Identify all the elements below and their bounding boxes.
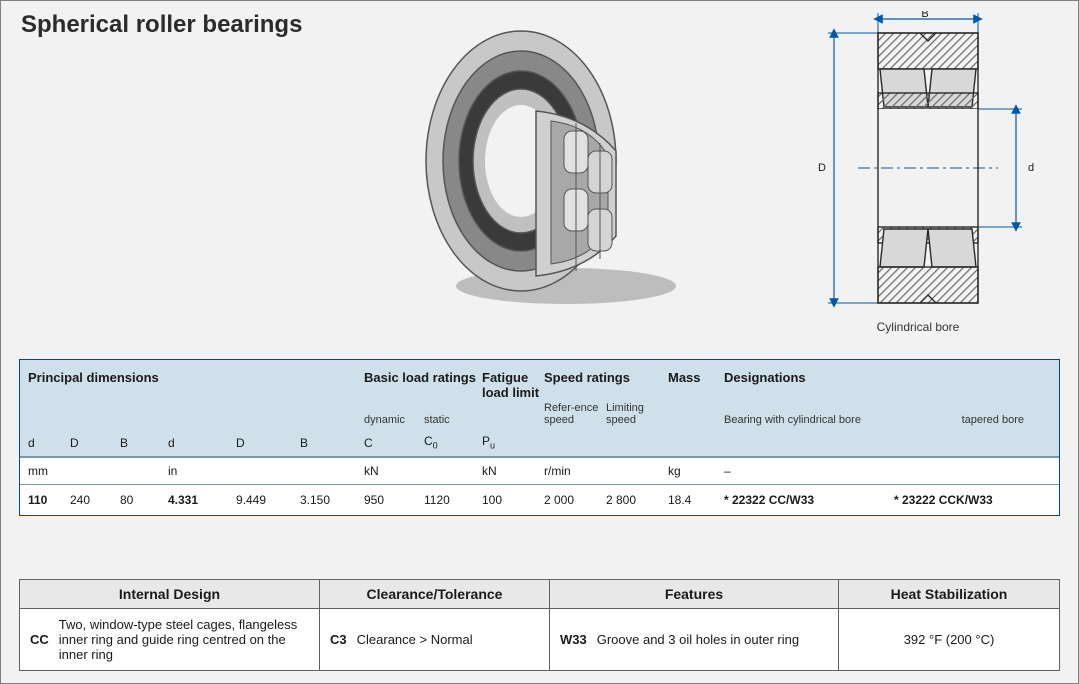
sub-desig-tap: tapered bore (894, 414, 1064, 426)
txt-heat: 392 °F (200 °C) (904, 632, 995, 647)
val-D-in: 9.449 (236, 493, 300, 507)
table-row: 110 240 80 4.331 9.449 3.150 950 1120 10… (20, 485, 1059, 515)
val-Pu: 100 (482, 493, 544, 507)
cell-heat: 392 °F (200 °C) (839, 609, 1059, 670)
sub-limspeed: Limiting speed (606, 402, 668, 426)
code-internal: CC (30, 632, 49, 647)
col-B-in: B (300, 436, 364, 450)
val-desig-cyl: * 22322 CC/W33 (724, 493, 894, 507)
unit-in: in (168, 464, 364, 478)
hdr-fatigue: Fatigue load limit (482, 370, 544, 400)
val-d-in: 4.331 (168, 493, 236, 507)
val-d-mm: 110 (28, 493, 70, 507)
col-D-mm: D (70, 436, 120, 450)
val-mass: 18.4 (668, 493, 724, 507)
unit-dash: – (724, 464, 1064, 478)
col-d-mm: d (28, 436, 70, 450)
hdr-heat: Heat Stabilization (839, 580, 1059, 609)
val-D-mm: 240 (70, 493, 120, 507)
unit-mm: mm (28, 464, 168, 478)
cell-clearance: C3 Clearance > Normal (320, 609, 550, 670)
sub-dynamic: dynamic (364, 414, 424, 426)
hdr-speed: Speed ratings (544, 370, 668, 400)
val-C0: 1120 (424, 493, 482, 507)
bearing-illustration (411, 21, 691, 311)
hdr-clearance: Clearance/Tolerance (320, 580, 550, 609)
cell-features: W33 Groove and 3 oil holes in outer ring (550, 609, 839, 670)
info-table: Internal Design Clearance/Tolerance Feat… (19, 579, 1060, 671)
sub-desig-cyl: Bearing with cylindrical bore (724, 414, 894, 426)
main-data-table: Principal dimensions Basic load ratings … (19, 359, 1060, 516)
col-Pu: Pu (482, 434, 544, 450)
hdr-designations: Designations (724, 370, 1064, 400)
txt-clearance: Clearance > Normal (357, 632, 539, 647)
units-row: mm in kN kN r/min kg – (20, 457, 1059, 485)
val-B-mm: 80 (120, 493, 168, 507)
unit-kg: kg (668, 464, 724, 478)
page-title: Spherical roller bearings (21, 11, 302, 39)
val-refspeed: 2 000 (544, 493, 606, 507)
unit-rmin: r/min (544, 464, 668, 478)
col-B-mm: B (120, 436, 168, 450)
hdr-internal: Internal Design (20, 580, 320, 609)
val-C: 950 (364, 493, 424, 507)
col-C0: C0 (424, 434, 482, 450)
hdr-mass: Mass (668, 370, 724, 400)
col-C: C (364, 436, 424, 450)
val-limspeed: 2 800 (606, 493, 668, 507)
unit-kN: kN (364, 464, 482, 478)
page-container: Spherical roller bearings (0, 0, 1079, 684)
schematic-caption: Cylindrical bore (788, 320, 1048, 334)
table-header: Principal dimensions Basic load ratings … (20, 360, 1059, 457)
col-d-in: d (168, 436, 236, 450)
code-features: W33 (560, 632, 587, 647)
cell-internal: CC Two, window-type steel cages, flangel… (20, 609, 320, 670)
hdr-features: Features (550, 580, 839, 609)
txt-features: Groove and 3 oil holes in outer ring (597, 632, 828, 647)
txt-internal: Two, window-type steel cages, flangeless… (59, 617, 309, 662)
dimension-schematic: B D d (788, 11, 1048, 341)
dim-d-label: d (1028, 162, 1034, 174)
sub-refspeed: Refer-ence speed (544, 402, 606, 426)
unit-kN2: kN (482, 464, 544, 478)
sub-static: static (424, 414, 482, 426)
dim-D-label: D (818, 162, 826, 174)
val-B-in: 3.150 (300, 493, 364, 507)
code-clearance: C3 (330, 632, 347, 647)
dim-B-label: B (921, 11, 928, 20)
val-desig-tap: * 23222 CCK/W33 (894, 493, 1064, 507)
col-D-in: D (236, 436, 300, 450)
hdr-basic-load: Basic load ratings (364, 370, 482, 400)
hdr-principal: Principal dimensions (28, 370, 364, 400)
